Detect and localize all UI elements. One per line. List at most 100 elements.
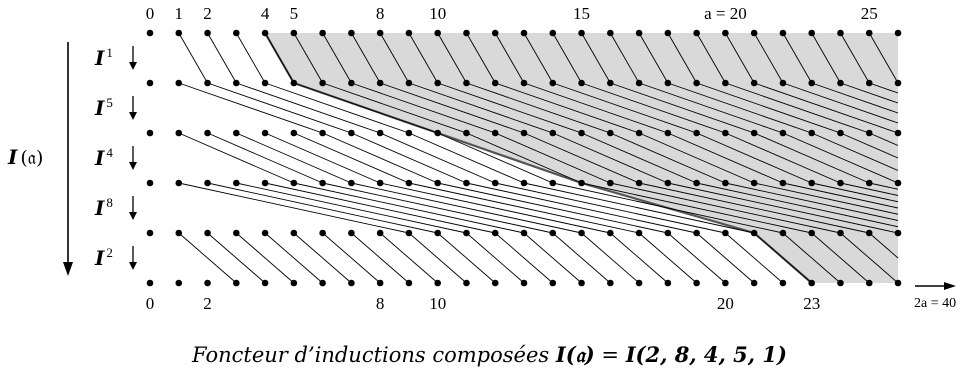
induction-line — [437, 32, 467, 84]
induction-line — [236, 82, 381, 134]
grid-dot — [405, 79, 413, 87]
outer-arrow — [63, 42, 73, 276]
induction-line — [264, 232, 323, 284]
grid-dot — [290, 79, 298, 87]
grid-dot — [376, 129, 384, 137]
induction-line — [293, 182, 525, 234]
induction-line — [408, 182, 640, 234]
grid-dot — [779, 179, 787, 187]
grid-dot — [175, 229, 183, 237]
induction-line — [178, 232, 237, 284]
induction-line — [869, 182, 899, 190]
grid-dot — [578, 229, 585, 237]
grid-dot — [837, 129, 844, 137]
grid-dot — [779, 29, 787, 37]
grid-dot — [348, 279, 355, 287]
induction-line — [437, 232, 496, 284]
induction-line — [466, 132, 582, 184]
induction-line — [408, 132, 525, 184]
grid-dot — [607, 79, 614, 87]
induction-line — [552, 232, 611, 284]
grid-dot — [894, 229, 902, 237]
induction-line — [725, 232, 784, 284]
grid-dot — [750, 29, 758, 37]
induction-line — [811, 82, 899, 114]
bottom-tick-label: 2 — [203, 294, 212, 313]
grid-dot — [664, 279, 672, 287]
grid-dot — [635, 279, 643, 287]
grid-dot — [607, 179, 614, 187]
induction-line — [494, 32, 525, 84]
induction-line — [696, 82, 841, 134]
row-operators: I 1 I 5 I 4 I 8 I 2 — [94, 45, 137, 270]
grid-dot — [722, 29, 729, 37]
grid-dot — [175, 279, 183, 287]
bottom-tick-label: 8 — [376, 294, 385, 313]
bottom-tick-labels: 0 2 8 10 20 23 — [146, 294, 820, 313]
bottom-tick-label: 20 — [717, 294, 734, 313]
grid-dot — [175, 179, 183, 187]
grid-dot — [290, 179, 298, 187]
grid-dot — [664, 179, 672, 187]
grid-dot — [175, 79, 183, 87]
grid-dot — [434, 179, 442, 187]
induction-line — [351, 182, 582, 234]
grid-dot — [463, 279, 470, 287]
induction-line — [178, 182, 410, 234]
induction-line — [293, 32, 324, 84]
grid-dot — [204, 229, 211, 237]
grid-dot — [578, 179, 585, 187]
grid-dot — [520, 229, 528, 237]
grid-dot — [865, 229, 873, 237]
grid-dot — [405, 129, 413, 137]
induction-line — [552, 82, 697, 134]
grid-dot — [290, 279, 298, 287]
grid-dot — [520, 79, 528, 87]
induction-line — [322, 132, 438, 184]
induction-line — [811, 232, 870, 284]
grid-dot — [635, 179, 643, 187]
induction-line — [782, 32, 813, 84]
grid-dot — [233, 29, 240, 37]
grid-dot — [578, 129, 585, 137]
grid-dot — [722, 179, 729, 187]
induction-line — [609, 32, 640, 84]
grid-dot — [549, 129, 557, 137]
grid-dot — [779, 229, 787, 237]
grid-dot — [434, 279, 442, 287]
induction-line — [350, 32, 381, 84]
caption-text: Foncteur d’inductions composées — [192, 343, 550, 367]
grid-dot — [491, 129, 499, 137]
grid-dot — [319, 129, 326, 137]
grid-dot — [664, 229, 672, 237]
induction-line — [840, 232, 899, 284]
grid-dot — [491, 229, 499, 237]
induction-line — [581, 132, 697, 184]
induction-line — [236, 182, 467, 234]
grid-dot — [204, 29, 211, 37]
induction-line — [495, 82, 640, 134]
caption-formula-eq: = — [601, 343, 620, 367]
induction-line — [322, 32, 352, 84]
grid-dot — [865, 279, 873, 287]
grid-dot — [319, 279, 326, 287]
grid-dot — [520, 29, 528, 37]
grid-dot — [635, 129, 643, 137]
grid-dot — [405, 29, 413, 37]
induction-line — [236, 132, 352, 184]
grid-dot — [520, 129, 528, 137]
grid-dot — [578, 29, 585, 37]
grid-dot — [204, 79, 211, 87]
induction-line — [178, 32, 208, 84]
grid-dot — [520, 279, 528, 287]
top-tick-label: 2 — [203, 4, 212, 23]
grid-dot — [750, 79, 758, 87]
grid-dot — [837, 279, 844, 287]
induction-line — [754, 82, 899, 134]
induction-line — [178, 82, 323, 134]
induction-line — [667, 82, 812, 134]
grid-dot — [808, 179, 816, 187]
top-tick-label: 1 — [175, 4, 184, 23]
grid-dot — [607, 129, 614, 137]
